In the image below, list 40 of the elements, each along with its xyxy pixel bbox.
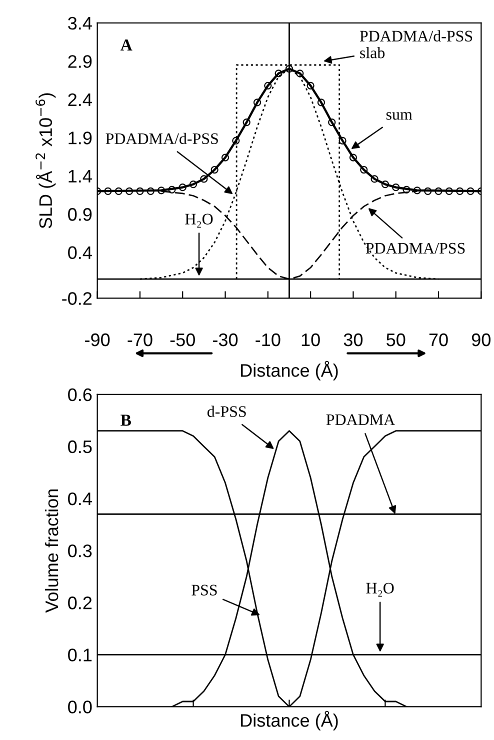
y-axis-title: Volume fraction (44, 490, 58, 613)
x-tick-label: 50 (386, 333, 406, 346)
y-tick-label: 2.9 (68, 55, 92, 68)
x-tick-label: -30 (213, 333, 238, 346)
annotation: H₂O (366, 582, 394, 597)
x-tick-label: 90 (472, 333, 490, 346)
x-axis-title: Distance (Å) (241, 360, 338, 380)
annotation: PDADMA/d-PSS (106, 132, 218, 144)
x-tick-label: -70 (128, 333, 152, 346)
y-tick-label: 0.5 (68, 440, 92, 454)
x-axis-title: Distance (Å) (241, 710, 338, 730)
x-tick-label: -10 (256, 333, 280, 346)
annotation: A (120, 39, 132, 50)
y-axis-title: SLD (Å$^{−2}$ x10$^{−6}$) (36, 93, 56, 228)
x-tick-label: 10 (302, 333, 320, 346)
y-tick-label: -0.2 (62, 292, 92, 305)
annotation: H₂O (185, 214, 213, 228)
annotation: PDADMA/d-PSS slab (360, 30, 472, 58)
annotation: sum (386, 112, 412, 120)
x-tick-label: 30 (344, 333, 363, 346)
annotation: B (120, 414, 131, 426)
y-tick-label: 3.4 (68, 16, 92, 30)
y-tick-label: 1.9 (68, 132, 92, 144)
y-tick-label: 0.3 (68, 544, 92, 558)
annotation: d-PSS (207, 406, 246, 417)
y-tick-label: 0.0 (68, 700, 92, 714)
y-tick-label: 0.2 (68, 596, 92, 610)
x-tick-label: -50 (170, 333, 195, 346)
y-tick-label: 0.9 (68, 208, 92, 221)
y-tick-label: 0.4 (68, 492, 92, 506)
annotation: PDADMA (326, 414, 395, 425)
annotation: PSS (192, 584, 217, 596)
y-tick-label: 0.1 (68, 648, 92, 662)
y-tick-label: 0.4 (68, 246, 92, 260)
y-tick-label: 2.4 (68, 93, 92, 106)
y-tick-label: 0.6 (68, 388, 92, 402)
y-tick-label: 1.4 (68, 170, 92, 182)
x-tick-label: -90 (85, 333, 110, 346)
x-tick-label: 70 (429, 333, 448, 346)
annotation: PDADMA/PSS (366, 242, 465, 254)
